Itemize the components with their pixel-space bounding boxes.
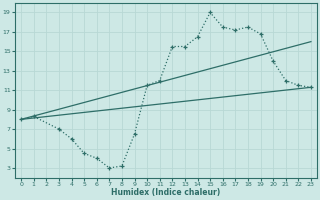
- X-axis label: Humidex (Indice chaleur): Humidex (Indice chaleur): [111, 188, 221, 197]
